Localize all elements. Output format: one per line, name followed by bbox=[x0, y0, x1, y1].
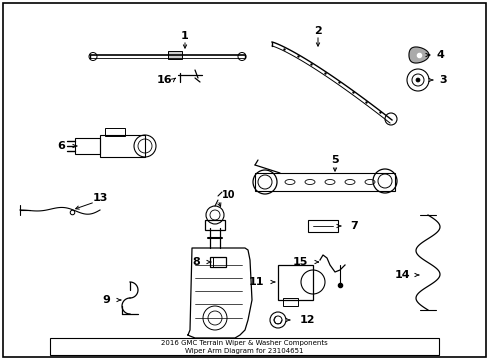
Bar bbox=[209, 257, 225, 267]
Bar bbox=[100, 135, 145, 157]
Text: 10: 10 bbox=[222, 190, 235, 200]
Bar bbox=[254, 173, 394, 191]
Text: 3: 3 bbox=[438, 75, 446, 85]
Bar bbox=[75, 138, 100, 154]
Text: 1: 1 bbox=[181, 31, 188, 41]
Text: 4: 4 bbox=[435, 50, 443, 60]
Text: 6: 6 bbox=[57, 141, 65, 151]
Bar bbox=[50, 338, 438, 355]
Text: 9: 9 bbox=[102, 295, 110, 305]
Bar bbox=[168, 51, 182, 59]
Text: 7: 7 bbox=[349, 221, 357, 231]
Text: 5: 5 bbox=[330, 155, 338, 165]
Text: 15: 15 bbox=[292, 257, 307, 267]
Bar bbox=[278, 265, 312, 300]
Bar bbox=[307, 220, 337, 232]
Text: 13: 13 bbox=[92, 193, 107, 203]
Text: 16: 16 bbox=[157, 75, 172, 85]
Text: 14: 14 bbox=[393, 270, 409, 280]
Polygon shape bbox=[408, 47, 428, 63]
Text: 8: 8 bbox=[192, 257, 200, 267]
Text: 2: 2 bbox=[313, 26, 321, 36]
Bar bbox=[204, 220, 224, 230]
Circle shape bbox=[415, 78, 419, 82]
Text: 12: 12 bbox=[299, 315, 315, 325]
Bar bbox=[105, 128, 125, 136]
Text: 2016 GMC Terrain Wiper & Washer Components
Wiper Arm Diagram for 23104651: 2016 GMC Terrain Wiper & Washer Componen… bbox=[160, 340, 326, 354]
Text: 11: 11 bbox=[248, 277, 264, 287]
Bar bbox=[283, 298, 297, 306]
